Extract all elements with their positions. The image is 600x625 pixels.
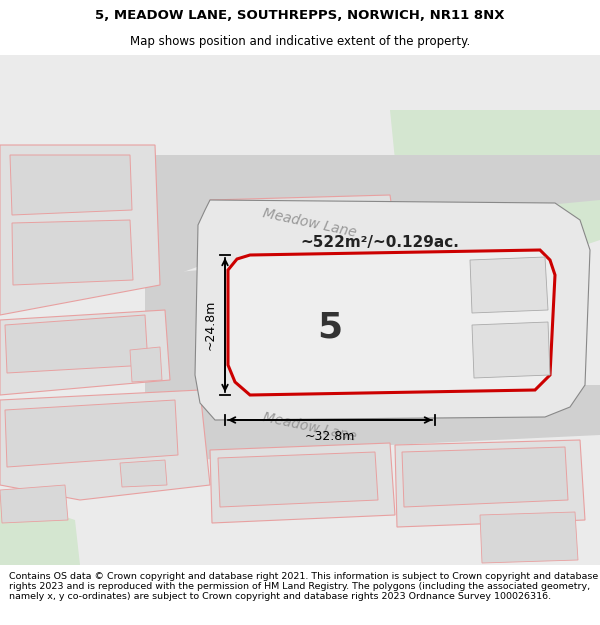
Polygon shape — [5, 400, 178, 467]
Polygon shape — [478, 302, 562, 353]
Polygon shape — [215, 203, 378, 255]
Polygon shape — [155, 155, 600, 280]
Text: Contains OS data © Crown copyright and database right 2021. This information is : Contains OS data © Crown copyright and d… — [9, 572, 598, 601]
Polygon shape — [12, 220, 133, 285]
Polygon shape — [195, 200, 590, 420]
Polygon shape — [390, 110, 600, 255]
Polygon shape — [0, 55, 600, 565]
Text: Map shows position and indicative extent of the property.: Map shows position and indicative extent… — [130, 35, 470, 48]
Text: ~522m²/~0.129ac.: ~522m²/~0.129ac. — [301, 234, 460, 249]
Polygon shape — [228, 250, 555, 395]
Polygon shape — [215, 257, 370, 330]
Polygon shape — [0, 485, 68, 523]
Polygon shape — [0, 390, 210, 500]
Polygon shape — [5, 315, 148, 373]
Polygon shape — [210, 443, 395, 523]
Polygon shape — [472, 322, 550, 378]
Polygon shape — [120, 460, 167, 487]
Text: ~32.8m: ~32.8m — [305, 430, 355, 443]
Polygon shape — [470, 257, 548, 313]
Text: ~24.8m: ~24.8m — [204, 300, 217, 350]
Polygon shape — [10, 155, 132, 215]
Text: 5: 5 — [317, 310, 343, 344]
Polygon shape — [0, 310, 170, 395]
Polygon shape — [145, 270, 205, 390]
Text: 5, MEADOW LANE, SOUTHREPPS, NORWICH, NR11 8NX: 5, MEADOW LANE, SOUTHREPPS, NORWICH, NR1… — [95, 9, 505, 22]
Polygon shape — [218, 452, 378, 507]
Polygon shape — [395, 440, 585, 527]
Polygon shape — [402, 447, 568, 507]
Polygon shape — [130, 347, 162, 382]
Polygon shape — [0, 145, 160, 315]
Polygon shape — [0, 495, 80, 565]
Polygon shape — [475, 247, 562, 299]
Text: Meadow Lane: Meadow Lane — [262, 206, 358, 240]
Text: Meadow Lane: Meadow Lane — [262, 410, 358, 444]
Polygon shape — [205, 195, 395, 390]
Polygon shape — [480, 512, 578, 563]
Polygon shape — [145, 385, 600, 465]
